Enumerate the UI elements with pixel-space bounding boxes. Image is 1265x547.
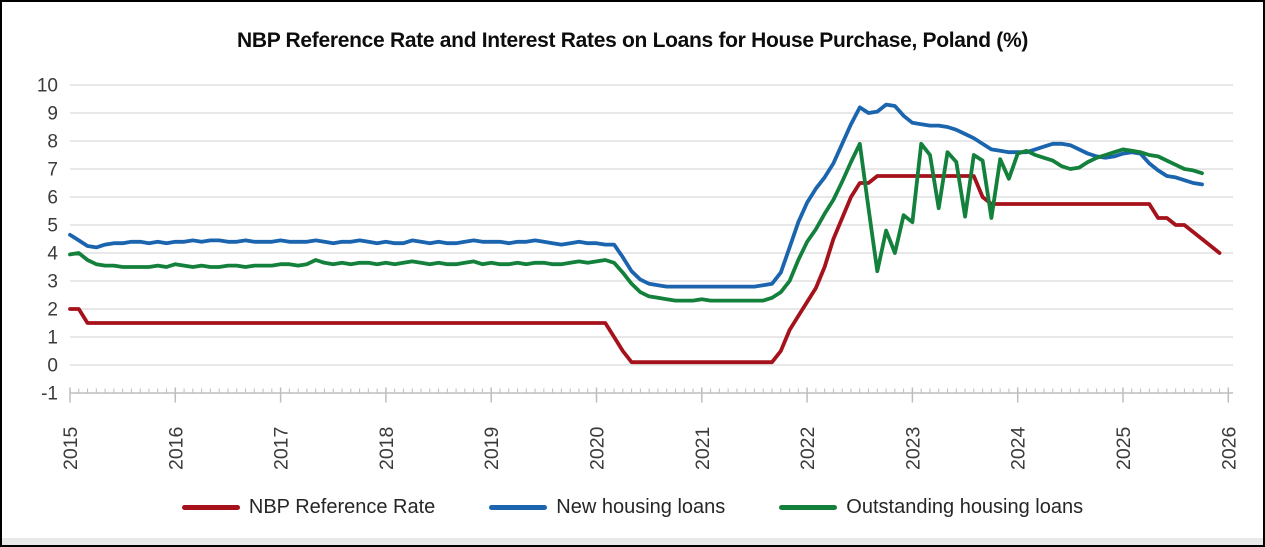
y-axis-tick-label: 8	[47, 132, 58, 153]
legend-label: NBP Reference Rate	[248, 496, 436, 518]
x-axis-tick-label: 2026	[1218, 427, 1240, 470]
x-axis-tick-label: 2016	[165, 427, 187, 470]
x-axis-tick-label: 2015	[60, 426, 82, 470]
chart-title: NBP Reference Rate and Interest Rates on…	[236, 29, 1029, 52]
legend-item-nbp-reference-rate: NBP Reference Rate	[181, 496, 436, 519]
y-axis-tick-label: 10	[37, 76, 58, 97]
y-axis-tick-label: 6	[47, 188, 58, 209]
x-axis-tick-label: 2021	[692, 427, 714, 470]
bottom-edge-strip	[2, 538, 1263, 545]
chart-legend: NBP Reference Rate New housing loans Out…	[2, 496, 1263, 519]
y-axis-tick-label: 9	[47, 104, 58, 125]
x-axis-tick-label: 2025	[1113, 426, 1135, 470]
legend-label: Outstanding housing loans	[846, 496, 1084, 518]
legend-item-new-housing-loans: New housing loans	[489, 496, 725, 519]
y-axis-tick-label: -1	[41, 384, 58, 405]
legend-swatch-blue-line	[489, 505, 548, 510]
y-axis-tick-label: 2	[47, 300, 58, 321]
legend-item-outstanding-housing-loans: Outstanding housing loans	[779, 496, 1083, 519]
y-axis-tick-label: 7	[47, 160, 58, 181]
series-line-new-housing-loans	[68, 102, 1204, 289]
legend-label: New housing loans	[556, 496, 726, 518]
y-axis-tick-label: 0	[47, 356, 58, 377]
y-axis-tick-label: 1	[47, 328, 58, 349]
x-axis-tick-label: 2022	[797, 427, 819, 470]
legend-swatch-green-line	[779, 505, 838, 510]
x-axis-tick-label: 2023	[902, 427, 924, 470]
x-axis-tick-label: 2018	[376, 427, 398, 470]
x-axis-tick-label: 2019	[481, 427, 503, 470]
y-axis-tick-label: 5	[47, 216, 58, 237]
y-axis-tick-label: 4	[47, 244, 58, 265]
legend-swatch-red-line	[181, 505, 240, 510]
x-axis-tick-label: 2024	[1008, 426, 1030, 470]
x-axis-tick-label: 2020	[587, 426, 609, 470]
y-axis-tick-label: 3	[47, 272, 58, 293]
x-axis-tick-label: 2017	[271, 427, 293, 470]
series-line-outstanding-housing-loans	[68, 141, 1204, 303]
series-line-nbp-reference-rate	[68, 174, 1222, 365]
